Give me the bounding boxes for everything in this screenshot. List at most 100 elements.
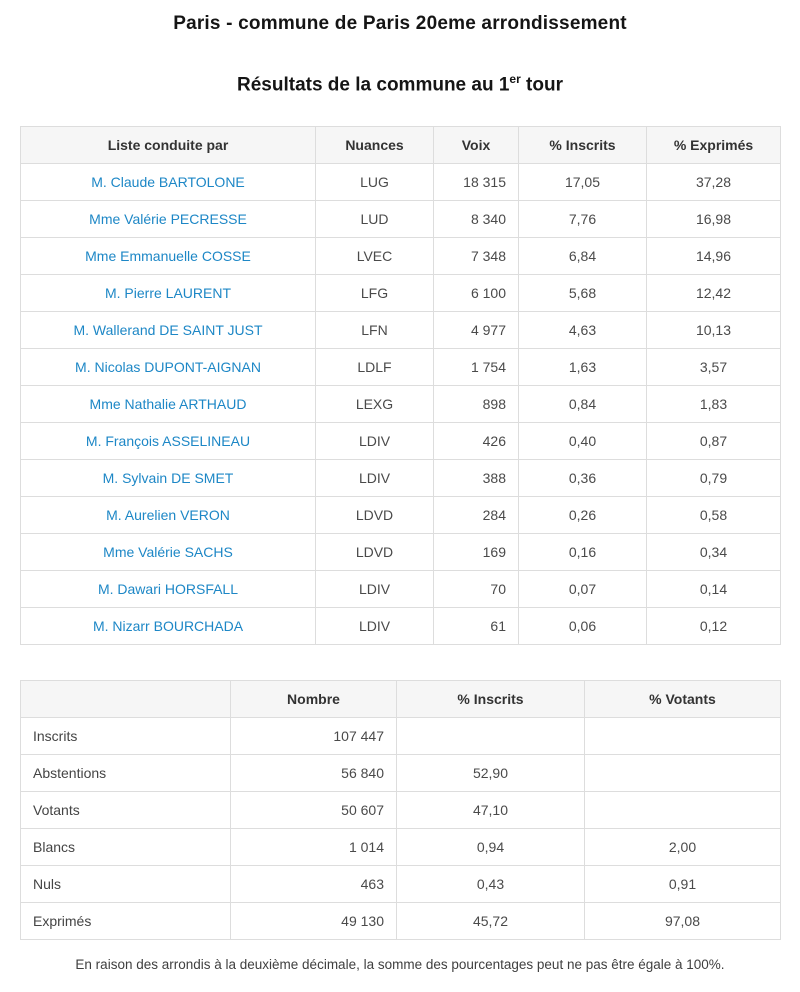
pct-inscrits-cell: 0,16 [518,533,647,572]
nuance-cell: LUD [315,200,434,239]
result-row: Mme Valérie SACHS LDVD 169 0,16 0,34 [20,533,781,572]
nuance-cell: LFG [315,274,434,313]
voix-cell: 4 977 [433,311,519,350]
participation-label-cell: Votants [20,791,231,830]
voix-cell: 1 754 [433,348,519,387]
pct-exprimes-cell: 3,57 [646,348,781,387]
pct-votants-cell: 97,08 [584,902,781,941]
pct-inscrits-cell: 1,63 [518,348,647,387]
participation-header-nombre: Nombre [230,680,397,719]
voix-cell: 7 348 [433,237,519,276]
candidate-link[interactable]: M. Wallerand DE SAINT JUST [73,322,263,339]
pct-inscrits-cell: 4,63 [518,311,647,350]
pct-exprimes-cell: 0,34 [646,533,781,572]
pct-exprimes-cell: 0,58 [646,496,781,535]
participation-row: Inscrits 107 447 [20,717,781,756]
result-row: M. Dawari HORSFALL LDIV 70 0,07 0,14 [20,570,781,609]
nombre-cell: 1 014 [230,828,397,867]
voix-cell: 426 [433,422,519,461]
candidate-link[interactable]: M. Claude BARTOLONE [91,174,245,191]
pct-inscrits-cell: 0,40 [518,422,647,461]
nombre-cell: 463 [230,865,397,904]
pct-exprimes-cell: 12,42 [646,274,781,313]
pct-exprimes-cell: 0,14 [646,570,781,609]
pct-inscrits-cell: 0,36 [518,459,647,498]
pct-exprimes-cell: 10,13 [646,311,781,350]
voix-cell: 70 [433,570,519,609]
pct-inscrits-cell: 0,43 [396,865,585,904]
pct-inscrits-cell [396,717,585,756]
nuance-cell: LDIV [315,607,434,646]
voix-cell: 18 315 [433,163,519,202]
pct-inscrits-cell: 0,84 [518,385,647,424]
participation-header-inscrits: % Inscrits [396,680,585,719]
pct-votants-cell: 2,00 [584,828,781,867]
participation-label-cell: Nuls [20,865,231,904]
pct-votants-cell [584,754,781,793]
pct-inscrits-cell: 0,06 [518,607,647,646]
candidate-cell: Mme Emmanuelle COSSE [20,237,316,276]
voix-cell: 8 340 [433,200,519,239]
results-table-header: Liste conduite par Nuances Voix % Inscri… [20,126,781,165]
round-subtitle: Résultats de la commune au 1er tour [20,72,780,96]
nombre-cell: 107 447 [230,717,397,756]
participation-table: Nombre % Inscrits % Votants Inscrits 107… [20,680,781,941]
pct-exprimes-cell: 0,87 [646,422,781,461]
candidate-link[interactable]: M. François ASSELINEAU [85,433,251,450]
result-row: Mme Nathalie ARTHAUD LEXG 898 0,84 1,83 [20,385,781,424]
pct-inscrits-cell: 0,94 [396,828,585,867]
candidate-link[interactable]: Mme Nathalie ARTHAUD [89,396,247,413]
pct-exprimes-cell: 16,98 [646,200,781,239]
candidate-cell: M. François ASSELINEAU [20,422,316,461]
round-subtitle-ordinal: er [509,72,521,86]
nuance-cell: LEXG [315,385,434,424]
results-header-inscrits: % Inscrits [518,126,647,165]
pct-inscrits-cell: 17,05 [518,163,647,202]
voix-cell: 284 [433,496,519,535]
candidate-link[interactable]: M. Pierre LAURENT [104,285,232,302]
result-row: M. François ASSELINEAU LDIV 426 0,40 0,8… [20,422,781,461]
candidate-cell: Mme Valérie SACHS [20,533,316,572]
nuance-cell: LUG [315,163,434,202]
candidate-link[interactable]: M. Sylvain DE SMET [102,470,234,487]
election-results-page: Paris - commune de Paris 20eme arrondiss… [0,13,800,992]
candidate-cell: M. Wallerand DE SAINT JUST [20,311,316,350]
candidate-cell: M. Nizarr BOURCHADA [20,607,316,646]
nuance-cell: LDVD [315,496,434,535]
candidate-cell: M. Nicolas DUPONT-AIGNAN [20,348,316,387]
candidate-link[interactable]: Mme Valérie PECRESSE [89,211,247,228]
candidate-link[interactable]: Mme Valérie SACHS [103,544,233,561]
participation-label-cell: Exprimés [20,902,231,941]
candidate-link[interactable]: Mme Emmanuelle COSSE [85,248,251,265]
results-header-nuances: Nuances [315,126,434,165]
candidate-link[interactable]: M. Nizarr BOURCHADA [92,618,244,635]
candidate-cell: M. Sylvain DE SMET [20,459,316,498]
pct-inscrits-cell: 47,10 [396,791,585,830]
participation-label-cell: Inscrits [20,717,231,756]
voix-cell: 388 [433,459,519,498]
participation-row: Exprimés 49 130 45,72 97,08 [20,902,781,941]
pct-exprimes-cell: 0,12 [646,607,781,646]
result-row: M. Sylvain DE SMET LDIV 388 0,36 0,79 [20,459,781,498]
pct-votants-cell [584,791,781,830]
results-header-exprimes: % Exprimés [646,126,781,165]
rounding-footnote: En raison des arrondis à la deuxième déc… [75,957,725,973]
candidate-link[interactable]: M. Nicolas DUPONT-AIGNAN [75,359,261,376]
result-row: Mme Emmanuelle COSSE LVEC 7 348 6,84 14,… [20,237,781,276]
candidate-link[interactable]: M. Dawari HORSFALL [97,581,239,598]
results-table-body: M. Claude BARTOLONE LUG 18 315 17,05 37,… [20,163,781,646]
candidate-link[interactable]: M. Aurelien VERON [106,507,230,524]
participation-label-cell: Abstentions [20,754,231,793]
result-row: Mme Valérie PECRESSE LUD 8 340 7,76 16,9… [20,200,781,239]
pct-inscrits-cell: 0,26 [518,496,647,535]
participation-header-votants: % Votants [584,680,781,719]
voix-cell: 61 [433,607,519,646]
nuance-cell: LVEC [315,237,434,276]
pct-inscrits-cell: 6,84 [518,237,647,276]
nuance-cell: LDIV [315,570,434,609]
participation-label-cell: Blancs [20,828,231,867]
results-header-voix: Voix [433,126,519,165]
voix-cell: 169 [433,533,519,572]
candidate-cell: Mme Valérie PECRESSE [20,200,316,239]
result-row: M. Pierre LAURENT LFG 6 100 5,68 12,42 [20,274,781,313]
